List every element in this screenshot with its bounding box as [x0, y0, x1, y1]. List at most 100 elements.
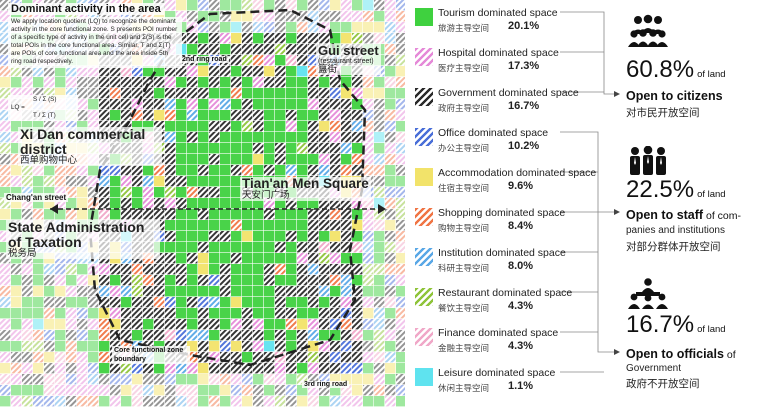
map-cell — [220, 88, 231, 99]
map-cell — [121, 77, 132, 88]
map-cell — [297, 0, 308, 11]
map-cell — [231, 374, 242, 385]
map-cell — [385, 253, 396, 264]
legend-cn: 医疗主导空间 — [438, 63, 490, 73]
map-cell — [88, 165, 99, 176]
map-cell — [132, 121, 143, 132]
map-cell — [132, 11, 143, 22]
map-cell — [143, 165, 154, 176]
gui-street-name: Gui street — [318, 43, 379, 58]
map-cell — [121, 187, 132, 198]
map-cell — [352, 330, 363, 341]
map-cell — [66, 330, 77, 341]
map-cell — [286, 209, 297, 220]
map-cell — [143, 209, 154, 220]
map-cell — [363, 154, 374, 165]
map-cell — [187, 33, 198, 44]
map-cell — [198, 297, 209, 308]
map-cell — [374, 132, 385, 143]
map-cell — [198, 341, 209, 352]
map-cell — [319, 132, 330, 143]
map-cell — [154, 363, 165, 374]
map-cell — [209, 396, 220, 407]
map-cell — [341, 330, 352, 341]
map-cell — [187, 165, 198, 176]
map-cell — [253, 66, 264, 77]
legend-swatch — [415, 208, 433, 226]
map-cell — [209, 275, 220, 286]
map-cell — [88, 88, 99, 99]
map-cell — [99, 396, 110, 407]
map-cell — [352, 110, 363, 121]
map-cell — [176, 374, 187, 385]
map-cell — [165, 264, 176, 275]
map-cell — [220, 176, 231, 187]
map-cell — [308, 0, 319, 11]
map-cell — [363, 264, 374, 275]
map-cell — [55, 330, 66, 341]
map-cell — [99, 275, 110, 286]
map-cell — [231, 220, 242, 231]
map-cell — [319, 0, 330, 11]
map-cell — [231, 385, 242, 396]
map-cell — [253, 132, 264, 143]
map-cell — [363, 286, 374, 297]
map-cell — [154, 99, 165, 110]
map-cell — [242, 352, 253, 363]
map-cell — [99, 319, 110, 330]
map-cell — [330, 308, 341, 319]
map-cell — [341, 220, 352, 231]
map-cell — [330, 341, 341, 352]
map-cell — [308, 132, 319, 143]
map-cell — [363, 220, 374, 231]
map-cell — [66, 187, 77, 198]
map-cell — [0, 154, 11, 165]
map-cell — [66, 275, 77, 286]
map-cell — [341, 33, 352, 44]
map-cell — [165, 132, 176, 143]
map-cell — [220, 242, 231, 253]
map-cell — [154, 297, 165, 308]
map-cell — [88, 308, 99, 319]
map-cell — [209, 99, 220, 110]
map-cell — [242, 0, 253, 11]
map-cell — [220, 396, 231, 407]
map-cell — [11, 264, 22, 275]
legend-percent: 17.3% — [508, 60, 540, 72]
map-cell — [286, 143, 297, 154]
legend-swatch — [415, 328, 433, 346]
map-cell — [242, 198, 253, 209]
map-cell — [341, 77, 352, 88]
map-cell — [275, 231, 286, 242]
map-cell — [352, 231, 363, 242]
map-cell — [319, 341, 330, 352]
map-cell — [352, 253, 363, 264]
map-cell — [385, 99, 396, 110]
map-cell — [44, 363, 55, 374]
map-cell — [187, 352, 198, 363]
map-cell — [220, 44, 231, 55]
map-cell — [110, 110, 121, 121]
map-cell — [187, 253, 198, 264]
map-cell — [341, 165, 352, 176]
map-cell — [165, 253, 176, 264]
map-cell — [220, 352, 231, 363]
group-title-main: Open to staff — [626, 208, 704, 222]
map-cell — [55, 264, 66, 275]
map-cell — [264, 220, 275, 231]
map-cell — [275, 0, 286, 11]
legend-cn: 旅游主导空间 — [438, 23, 490, 33]
map-cell — [198, 22, 209, 33]
map-cell — [374, 352, 385, 363]
map-cell — [385, 44, 396, 55]
map-cell — [319, 220, 330, 231]
map-cell — [220, 165, 231, 176]
map-cell — [319, 198, 330, 209]
map-cell — [154, 187, 165, 198]
legend: Tourism dominated space 旅游主导空间 20.1% Hospit… — [412, 0, 612, 407]
map-cell — [143, 363, 154, 374]
map-cell — [154, 319, 165, 330]
map-cell — [198, 121, 209, 132]
map-cell — [11, 187, 22, 198]
map-cell — [374, 121, 385, 132]
